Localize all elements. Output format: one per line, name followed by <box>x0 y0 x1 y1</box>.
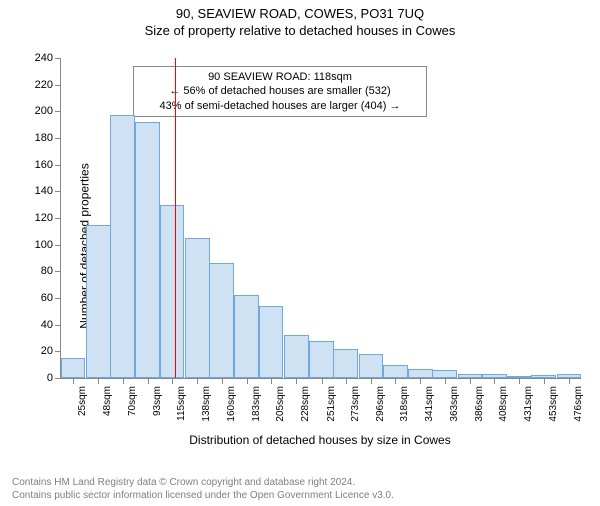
y-tick <box>55 58 61 59</box>
annotation-line-3: 43% of semi-detached houses are larger (… <box>140 99 420 113</box>
marker-line <box>175 58 176 378</box>
x-tick <box>222 378 223 384</box>
y-tick-label: 0 <box>47 372 53 384</box>
histogram-bar <box>61 358 86 378</box>
x-tick-label: 183sqm <box>251 386 262 422</box>
x-tick-label: 48sqm <box>102 386 113 416</box>
histogram-bar <box>209 263 234 378</box>
x-tick <box>371 378 372 384</box>
histogram-bar <box>135 122 160 378</box>
y-tick <box>55 325 61 326</box>
y-tick-label: 40 <box>41 319 53 331</box>
x-tick <box>420 378 421 384</box>
y-tick <box>55 85 61 86</box>
x-tick-label: 228sqm <box>300 386 311 422</box>
title-sub: Size of property relative to detached ho… <box>0 23 600 38</box>
x-tick-label: 363sqm <box>449 386 460 422</box>
y-tick-label: 180 <box>35 132 53 144</box>
histogram-bar <box>259 306 284 378</box>
y-tick-label: 200 <box>35 105 53 117</box>
y-tick <box>55 378 61 379</box>
x-tick-label: 205sqm <box>275 386 286 422</box>
x-tick-label: 318sqm <box>399 386 410 422</box>
histogram-bar <box>160 205 185 378</box>
y-tick <box>55 165 61 166</box>
x-tick <box>271 378 272 384</box>
y-tick <box>55 218 61 219</box>
y-tick-label: 80 <box>41 265 53 277</box>
x-tick-label: 138sqm <box>201 386 212 422</box>
y-tick-label: 160 <box>35 159 53 171</box>
x-tick <box>296 378 297 384</box>
x-tick <box>519 378 520 384</box>
x-tick-label: 341sqm <box>424 386 435 422</box>
histogram-bar <box>309 341 334 378</box>
x-tick <box>346 378 347 384</box>
x-tick <box>470 378 471 384</box>
histogram-bar <box>86 225 111 378</box>
y-tick <box>55 138 61 139</box>
x-tick <box>445 378 446 384</box>
x-tick-label: 386sqm <box>474 386 485 422</box>
x-tick <box>73 378 74 384</box>
y-tick <box>55 111 61 112</box>
histogram-bar <box>284 335 309 378</box>
x-tick-label: 476sqm <box>573 386 584 422</box>
x-tick <box>148 378 149 384</box>
x-tick <box>395 378 396 384</box>
x-tick <box>494 378 495 384</box>
histogram-bar <box>432 370 457 378</box>
plot-region: 90 SEAVIEW ROAD: 118sqm ← 56% of detache… <box>60 58 581 379</box>
y-tick-label: 140 <box>35 185 53 197</box>
y-tick <box>55 298 61 299</box>
histogram-bar <box>185 238 210 378</box>
x-tick <box>98 378 99 384</box>
x-tick <box>247 378 248 384</box>
histogram-bar <box>333 349 358 378</box>
annotation-line-1: 90 SEAVIEW ROAD: 118sqm <box>140 70 420 84</box>
x-tick-label: 93sqm <box>152 386 163 416</box>
y-tick <box>55 271 61 272</box>
y-tick-label: 60 <box>41 292 53 304</box>
y-tick <box>55 191 61 192</box>
x-tick-label: 408sqm <box>498 386 509 422</box>
x-axis-title: Distribution of detached houses by size … <box>60 433 580 447</box>
x-tick-label: 296sqm <box>375 386 386 422</box>
footer-attribution: Contains HM Land Registry data © Crown c… <box>12 477 394 502</box>
histogram-bar <box>383 365 408 378</box>
y-tick-label: 100 <box>35 239 53 251</box>
y-tick <box>55 245 61 246</box>
x-tick <box>544 378 545 384</box>
x-tick-label: 25sqm <box>77 386 88 416</box>
y-tick-label: 240 <box>35 52 53 64</box>
x-tick <box>322 378 323 384</box>
title-main: 90, SEAVIEW ROAD, COWES, PO31 7UQ <box>0 6 600 21</box>
histogram-bar <box>234 295 259 378</box>
annotation-box: 90 SEAVIEW ROAD: 118sqm ← 56% of detache… <box>133 66 427 117</box>
annotation-line-2: ← 56% of detached houses are smaller (53… <box>140 84 420 98</box>
footer-line-1: Contains HM Land Registry data © Crown c… <box>12 477 394 490</box>
x-tick-label: 251sqm <box>326 386 337 422</box>
histogram-bar <box>359 354 384 378</box>
x-tick <box>172 378 173 384</box>
histogram-bar <box>110 115 135 378</box>
y-tick <box>55 351 61 352</box>
y-tick-label: 220 <box>35 79 53 91</box>
chart-area: Number of detached properties 90 SEAVIEW… <box>0 48 600 443</box>
x-tick-label: 115sqm <box>176 386 187 421</box>
x-tick-label: 273sqm <box>350 386 361 422</box>
histogram-bar <box>408 369 433 378</box>
x-tick <box>197 378 198 384</box>
x-tick-label: 70sqm <box>127 386 138 416</box>
footer-line-2: Contains public sector information licen… <box>12 490 394 503</box>
x-tick-label: 160sqm <box>226 386 237 422</box>
x-tick <box>569 378 570 384</box>
x-tick-label: 453sqm <box>548 386 559 422</box>
x-tick-label: 431sqm <box>523 386 534 422</box>
x-tick <box>123 378 124 384</box>
y-tick-label: 20 <box>41 345 53 357</box>
y-tick-label: 120 <box>35 212 53 224</box>
